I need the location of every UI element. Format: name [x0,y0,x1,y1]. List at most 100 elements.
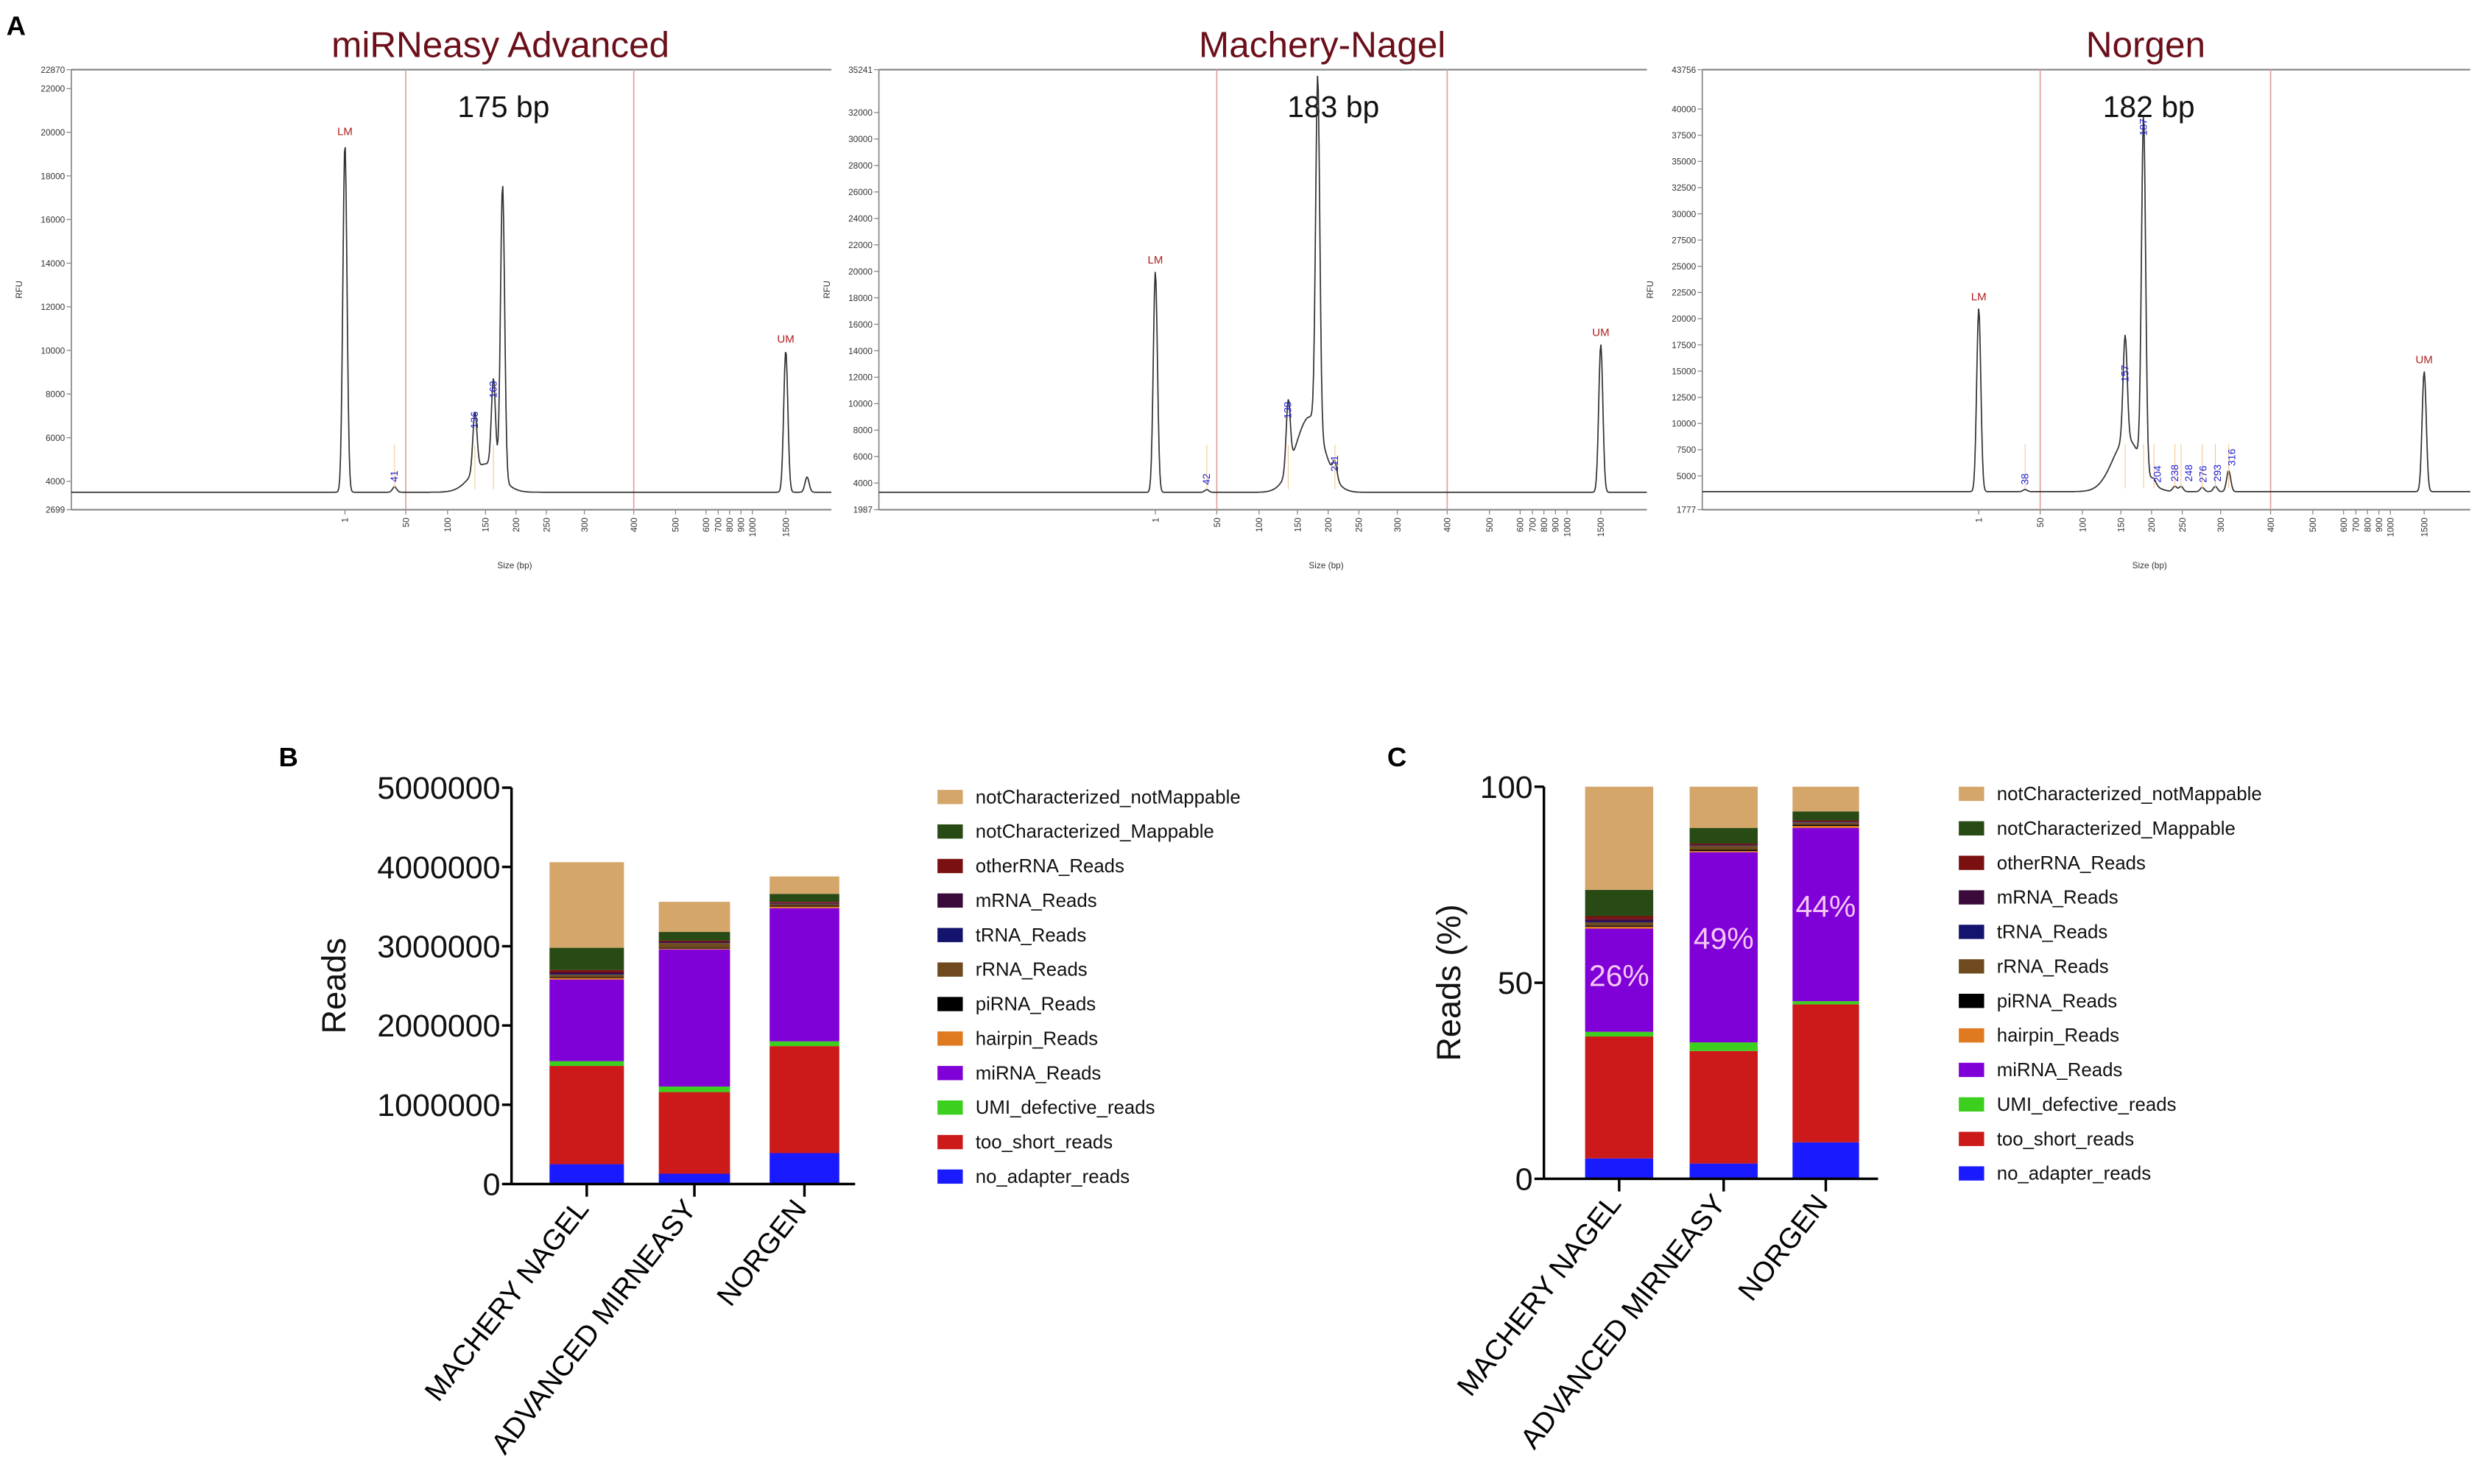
y-tick-label: 10000 [40,345,65,356]
y-tick-label: 1777 [1677,505,1696,515]
y-tick-label: 16000 [40,215,65,225]
legend-label: notCharacterized_notMappable [976,787,1241,808]
x-tick-label: 600 [1515,517,1526,532]
y-tick-label: 37500 [1672,130,1696,141]
y-tick-label: 25000 [1672,261,1696,272]
bar-segment-rrna-reads [1792,822,1859,825]
y-tick-label: 0 [483,1167,501,1203]
bar-segment-mrna-reads [549,972,624,975]
legend-swatch [1959,855,1984,870]
y-tick-label: 4000 [853,478,873,489]
bar-segment-notcharacterized-notmappable [1585,786,1654,890]
y-tick-label: 22500 [1672,288,1696,298]
y-tick-label: 26000 [848,187,873,197]
marker-peak-label: LM [1148,254,1163,266]
legend-label: no_adapter_reads [1997,1164,2151,1184]
y-tick-label: 27500 [1672,235,1696,245]
legend-label: no_adapter_reads [976,1167,1130,1187]
peak-size-label: 187 [2137,119,2149,136]
x-tick-label: 400 [2266,517,2276,532]
panel-label-b: B [279,742,298,772]
legend-item: piRNA_Reads [937,994,1096,1015]
bar-segment-umi-defective-reads [1689,1042,1758,1051]
peak-size-label: 157 [2119,364,2130,382]
electropherogram-title: miRNeasy Advanced [331,24,669,65]
bar-data-label: 49% [1694,922,1754,955]
x-tick-label: 500 [2308,517,2318,532]
y-tick-label: 14000 [40,258,65,269]
y-axis-label: Reads (%) [1430,904,1468,1061]
legend-label: otherRNA_Reads [976,856,1124,877]
y-tick-label: 22000 [40,84,65,94]
x-tick-label: 300 [580,517,590,532]
legend-swatch [937,1134,963,1150]
legend-swatch [1959,1131,1984,1146]
x-axis-label: Size (bp) [2132,560,2167,570]
legend-item: otherRNA_Reads [937,856,1124,877]
bar-segment-notcharacterized-notmappable [769,876,839,894]
x-tick-label: 300 [2216,517,2226,532]
legend-item: no_adapter_reads [937,1167,1130,1187]
bar-segment-trna-reads [1689,845,1758,847]
legend-item: too_short_reads [1959,1129,2134,1150]
bar-segment-mrna-reads [1689,844,1758,846]
x-tick-label: 700 [2351,517,2362,532]
marker-peak-label: UM [2415,353,2432,366]
bar-segment-mrna-reads [1585,919,1654,922]
peak-size-label: 41 [388,470,400,482]
bar-segment-pirna-reads [658,947,730,949]
bar-segment-hairpin-reads [549,978,624,980]
y-tick-label: 14000 [848,346,873,356]
x-tick-label: 100 [1254,517,1264,532]
bar-segment-notcharacterized-mappable [769,894,839,902]
bar-segment-mirna-reads [1689,852,1758,1043]
legend-swatch [1959,925,1984,939]
y-tick-label: 12500 [1672,392,1696,403]
x-tick-label: 1500 [1596,517,1606,537]
legend-label: hairpin_Reads [976,1028,1098,1049]
y-tick-label: 16000 [848,319,873,330]
bar-segment-too-short-reads [769,1046,839,1153]
bar-segment-hairpin-reads [1585,926,1654,929]
bar-segment-no-adapter-reads [549,1164,624,1184]
marker-peak-label: UM [777,333,794,345]
legend-item: notCharacterized_notMappable [1959,784,2262,805]
electropherogram-trace [1702,116,2470,492]
legend-label: miRNA_Reads [976,1063,1102,1084]
y-tick-label: 12000 [848,372,873,383]
legend-swatch [1959,1097,1984,1112]
x-tick-label: 500 [1484,517,1495,532]
bar-segment-notcharacterized-notmappable [1689,786,1758,828]
legend-item: hairpin_Reads [937,1028,1098,1049]
y-tick-label: 4000 [46,476,66,487]
y-tick-label: 20000 [40,127,65,138]
peak-size-label: 42 [1200,473,1212,485]
legend-label: mRNA_Reads [976,891,1097,911]
bar-segment-umi-defective-reads [769,1041,839,1047]
legend-item: notCharacterized_Mappable [1959,819,2236,839]
peak-size-label: 316 [2225,448,2237,466]
peak-size-label: 136 [468,411,480,429]
electropherogram-trace [71,146,832,493]
legend-swatch [1959,821,1984,835]
x-tick-label: 200 [1323,517,1334,532]
bar-segment-trna-reads [549,974,624,975]
bar-segment-umi-defective-reads [1585,1031,1654,1037]
bar-segment-hairpin-reads [769,906,839,908]
x-tick-label: 150 [1292,517,1303,532]
legend-item: hairpin_Reads [1959,1025,2119,1046]
y-tick-label: 5000 [1677,471,1697,481]
x-axis-label: Size (bp) [497,560,532,570]
bar-segment-notcharacterized-mappable [658,932,730,941]
legend-item: mRNA_Reads [1959,888,2119,908]
legend-label: tRNA_Reads [1997,922,2108,943]
bar-segment-pirna-reads [1689,849,1758,852]
electropherogram-1: miRNeasy Advanced 175 bp 2699 4000 6000 8000 1… [14,24,832,570]
marker-peak-label: LM [337,126,353,138]
y-tick-label: 4000000 [377,850,500,886]
peak-size-label: 293 [2211,464,2223,482]
bar-segment-rrna-reads [658,943,730,948]
y-tick-label: 22870 [40,65,65,75]
legend-item: piRNA_Reads [1959,991,2117,1011]
